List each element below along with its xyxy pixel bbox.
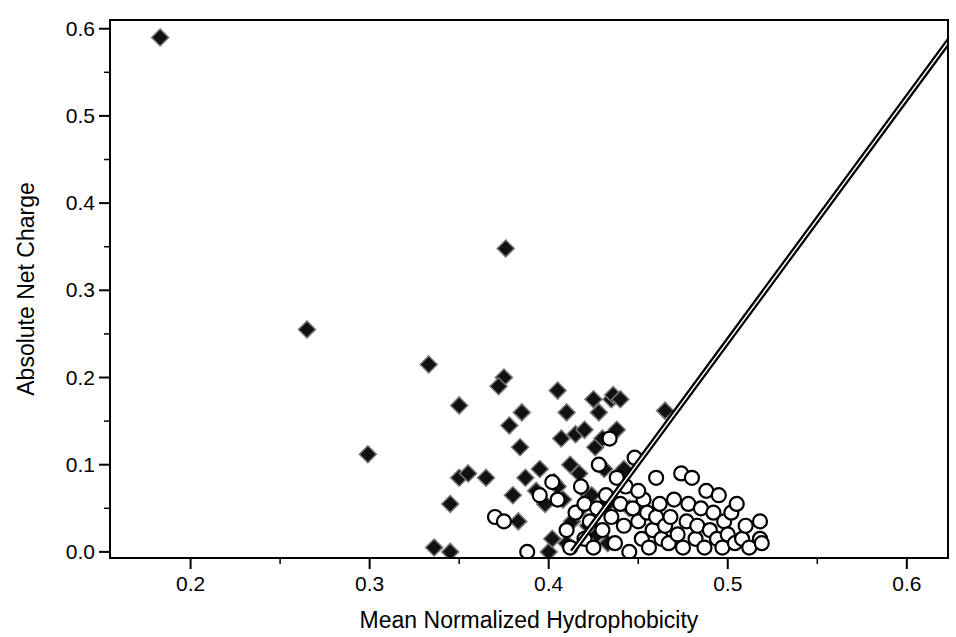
x-tick xyxy=(906,558,908,569)
y-tick-label: 0.3 xyxy=(66,278,95,301)
circle-point xyxy=(642,541,656,555)
diamond-point xyxy=(512,439,529,456)
diamond-point xyxy=(478,469,495,486)
diamond-point xyxy=(517,469,534,486)
y-tick-label: 0.6 xyxy=(66,17,95,40)
circle-point xyxy=(608,536,622,550)
x-tick-label: 0.3 xyxy=(355,572,384,595)
y-tick xyxy=(99,115,110,117)
x-axis-title: Mean Normalized Hydrophobicity xyxy=(360,607,699,633)
diamond-point xyxy=(501,417,518,434)
circle-point xyxy=(603,432,617,446)
circle-point xyxy=(653,497,667,511)
y-tick-label: 0.1 xyxy=(66,453,95,476)
boundary-line-outer xyxy=(573,29,948,552)
circle-point xyxy=(595,523,609,537)
diamond-point xyxy=(553,430,570,447)
circle-point xyxy=(631,484,645,498)
diamond-point xyxy=(590,404,607,421)
circle-point xyxy=(586,541,600,555)
y-tick xyxy=(99,289,110,291)
circle-point xyxy=(520,545,534,558)
circle-point xyxy=(622,545,636,558)
x-tick-label: 0.4 xyxy=(534,572,564,595)
circle-point xyxy=(685,471,699,485)
circle-point xyxy=(671,527,685,541)
diamond-point xyxy=(426,539,443,556)
diamond-point xyxy=(544,530,561,547)
diamond-point xyxy=(490,378,507,395)
y-tick-label: 0.4 xyxy=(66,191,96,214)
x-tick-label: 0.2 xyxy=(176,572,205,595)
diamond-point xyxy=(549,382,566,399)
x-tick-label: 0.5 xyxy=(713,572,742,595)
circle-point xyxy=(730,497,744,511)
circle-point xyxy=(697,541,711,555)
circle-point xyxy=(617,519,631,533)
diamond-point xyxy=(442,495,459,512)
diamond-point xyxy=(298,321,315,338)
y-axis-title: Absolute Net Charge xyxy=(13,182,39,396)
diamond-point xyxy=(531,461,548,478)
circle-point xyxy=(545,475,559,489)
diamond-point xyxy=(576,421,593,438)
diamond-point xyxy=(359,446,376,463)
diamond-point xyxy=(420,356,437,373)
marks xyxy=(152,29,948,558)
diamond-point xyxy=(504,487,521,504)
x-tick xyxy=(190,558,192,569)
diamond-point xyxy=(460,465,477,482)
y-tick xyxy=(99,551,110,553)
diamond-point xyxy=(152,29,169,46)
y-tick xyxy=(99,202,110,204)
diamond-point xyxy=(497,240,514,257)
circle-point xyxy=(755,536,769,550)
circle-point xyxy=(533,488,547,502)
circle-point xyxy=(667,493,681,507)
circle-point xyxy=(574,479,588,493)
diamond-point xyxy=(510,513,527,530)
circle-point xyxy=(676,541,690,555)
circle-point xyxy=(753,514,767,528)
circle-point xyxy=(604,510,618,524)
diamond-point xyxy=(451,397,468,414)
y-tick-label: 0.0 xyxy=(66,540,95,563)
x-tick xyxy=(727,558,729,569)
chart: 0.2 0.3 0.4 0.5 0.6 0.0 0.1 0.2 0.3 0.4 0.5 0.6 Mean… xyxy=(0,0,956,637)
circle-point xyxy=(592,458,606,472)
diamond-point xyxy=(558,404,575,421)
diamond-point xyxy=(612,391,629,408)
circle-point xyxy=(649,471,663,485)
y-tick xyxy=(99,28,110,30)
circle-point xyxy=(497,514,511,528)
circle-point xyxy=(663,510,677,524)
boundary-line xyxy=(573,29,948,552)
axes: 0.2 0.3 0.4 0.5 0.6 0.0 0.1 0.2 0.3 0.4 0.5 0.6 xyxy=(66,17,922,595)
x-tick xyxy=(548,558,550,569)
y-tick xyxy=(99,377,110,379)
circle-point xyxy=(739,519,753,533)
y-tick-label: 0.5 xyxy=(66,104,95,127)
y-tick-label: 0.2 xyxy=(66,366,95,389)
x-tick-label: 0.6 xyxy=(892,572,921,595)
plot-frame xyxy=(110,20,948,558)
y-tick xyxy=(99,464,110,466)
diamond-point xyxy=(442,543,459,558)
x-tick xyxy=(369,558,371,569)
circle-point xyxy=(560,523,574,537)
diamond-point xyxy=(513,404,530,421)
circle-point xyxy=(551,493,565,507)
circle-point xyxy=(712,488,726,502)
